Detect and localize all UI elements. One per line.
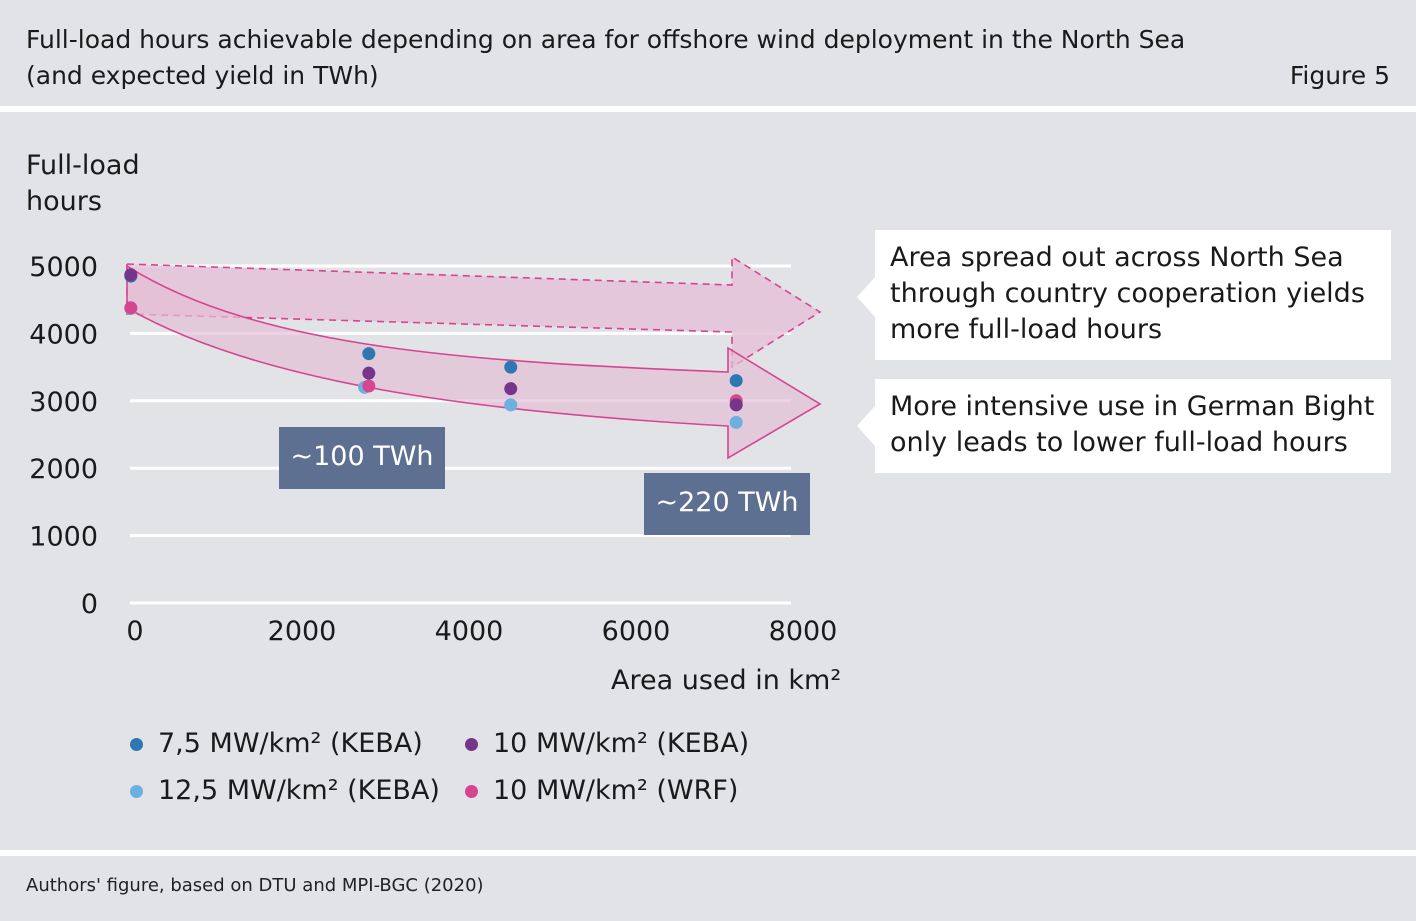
data-point xyxy=(729,415,743,429)
legend-marker xyxy=(465,737,478,751)
header-divider xyxy=(0,106,1416,112)
x-tick-label: 8000 xyxy=(769,616,838,647)
yield-label-high: ~220 TWh xyxy=(644,473,810,535)
legend-marker xyxy=(130,784,143,798)
x-tick-label: 6000 xyxy=(602,616,671,647)
x-tick-label: 0 xyxy=(126,616,143,647)
trend-arrows xyxy=(126,255,822,460)
y-axis-label-line-2: hours xyxy=(26,186,102,217)
y-tick-label: 4000 xyxy=(29,319,98,350)
y-axis-label-line-1: Full-load xyxy=(26,150,140,181)
callout-pointer-german-bight xyxy=(857,406,875,446)
figure-number: Figure 5 xyxy=(1289,61,1390,90)
y-tick-label: 3000 xyxy=(29,387,98,418)
data-point xyxy=(362,366,376,380)
figure-title: Full-load hours achievable depending on … xyxy=(26,22,1226,94)
x-tick-label: 2000 xyxy=(268,616,337,647)
data-point xyxy=(504,360,518,374)
legend-item: 10 MW/km² (WRF) xyxy=(465,771,738,811)
figure-header: Full-load hours achievable depending on … xyxy=(0,0,1416,106)
german-bight-arrow xyxy=(126,264,822,460)
title-line-2: (and expected yield in TWh) xyxy=(26,61,379,90)
data-point xyxy=(362,379,376,393)
y-tick-label: 1000 xyxy=(29,522,98,553)
y-tick-label: 5000 xyxy=(29,252,98,283)
y-tick-label: 2000 xyxy=(29,454,98,485)
callout-pointer-north-sea xyxy=(857,277,875,317)
data-point xyxy=(124,268,138,282)
y-axis-label: Full-load hours xyxy=(26,148,140,220)
legend-item: 7,5 MW/km² (KEBA) xyxy=(130,724,423,764)
legend-item: 10 MW/km² (KEBA) xyxy=(465,724,749,764)
callout-german-bight: More intensive use in German Bight only … xyxy=(875,379,1391,473)
legend-marker xyxy=(130,737,143,751)
legend-label: 7,5 MW/km² (KEBA) xyxy=(158,728,423,759)
y-tick-label: 0 xyxy=(81,589,98,620)
legend-label: 10 MW/km² (KEBA) xyxy=(493,728,750,759)
source-note: Authors' figure, based on DTU and MPI-BG… xyxy=(26,875,484,896)
yield-label-low: ~100 TWh xyxy=(279,427,445,489)
legend-item: 12,5 MW/km² (KEBA) xyxy=(130,771,440,811)
title-line-1: Full-load hours achievable depending on … xyxy=(26,25,1186,54)
data-point xyxy=(124,301,138,315)
data-point xyxy=(504,398,518,412)
data-point xyxy=(504,382,518,396)
data-point xyxy=(362,347,376,361)
x-tick-label: 4000 xyxy=(435,616,504,647)
callout-north-sea: Area spread out across North Sea through… xyxy=(875,230,1391,360)
footer-divider xyxy=(0,850,1416,856)
legend-label: 12,5 MW/km² (KEBA) xyxy=(158,775,440,806)
legend-label: 10 MW/km² (WRF) xyxy=(493,775,739,806)
axis-ticks: 0 1000 2000 3000 4000 5000 0 2000 4000 6000 8000 xyxy=(29,252,837,647)
data-points xyxy=(124,268,743,429)
data-point xyxy=(729,374,743,388)
data-point xyxy=(729,398,743,412)
x-axis-label: Area used in km² xyxy=(611,665,842,696)
legend-marker xyxy=(465,784,478,798)
